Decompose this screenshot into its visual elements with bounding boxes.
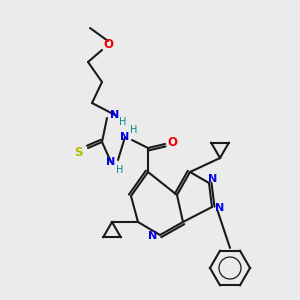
Text: O: O — [103, 38, 113, 52]
Text: N: N — [148, 231, 158, 241]
Text: N: N — [110, 110, 120, 120]
Text: O: O — [167, 136, 177, 148]
Text: H: H — [130, 125, 138, 135]
Text: H: H — [116, 165, 124, 175]
Text: N: N — [106, 157, 116, 167]
Text: S: S — [74, 146, 82, 158]
Text: N: N — [215, 203, 225, 213]
Text: H: H — [119, 117, 127, 127]
Text: N: N — [208, 174, 217, 184]
Text: N: N — [120, 132, 130, 142]
